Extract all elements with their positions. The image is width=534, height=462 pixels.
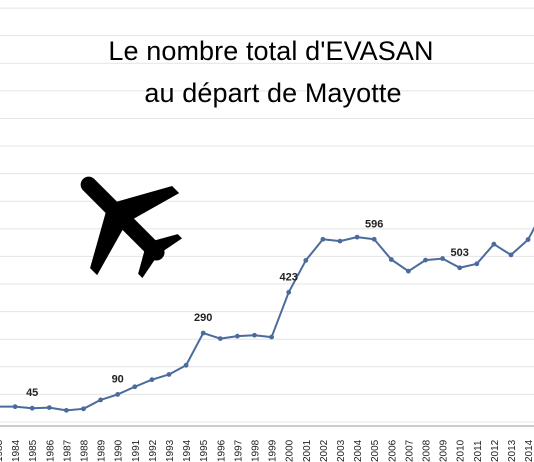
data-point-2004 [354,234,360,240]
x-tick-label-2014: 2014 [524,439,534,462]
data-point-2008 [423,257,428,263]
x-tick-label-1983: 1983 [0,439,5,462]
data-point-1990 [115,392,121,397]
x-tick-label-2005: 2005 [370,439,381,462]
x-tick-label-1991: 1991 [131,439,142,462]
x-tick-label-2010: 2010 [456,439,467,462]
x-tick-label-1986: 1986 [45,439,56,462]
data-point-2009 [440,256,445,261]
x-tick-label-2012: 2012 [490,439,501,462]
data-point-1992 [149,377,155,383]
data-label-2010: 503 [451,247,469,259]
data-points [0,234,531,413]
data-point-1997 [235,333,240,339]
chart-title-line-2: au départ de Mayotte [144,78,402,108]
data-point-2010 [457,265,463,271]
data-point-1989 [98,397,103,403]
x-tick-label-1995: 1995 [199,439,210,462]
x-tick-label-2013: 2013 [507,439,518,462]
data-point-1993 [166,372,172,377]
data-label-2000: 423 [280,271,298,283]
x-tick-label-2006: 2006 [387,439,398,462]
data-point-2012 [491,241,497,247]
data-point-1994 [183,362,189,368]
x-tick-label-1990: 1990 [114,439,125,462]
data-point-2006 [388,257,394,262]
data-point-1998 [252,332,257,338]
data-point-2003 [337,238,343,244]
data-point-1996 [217,336,223,342]
data-point-1985 [29,405,35,411]
x-tick-label-1997: 1997 [233,439,244,462]
airplane-icon [80,176,182,278]
data-point-1984 [12,404,18,410]
data-label-2005: 596 [365,218,383,230]
x-tick-label-1994: 1994 [182,439,193,462]
x-tick-label-2000: 2000 [285,439,296,462]
data-label-1985: 45 [26,387,38,399]
x-tick-label-2002: 2002 [319,439,330,462]
x-tick-label-2009: 2009 [439,439,450,462]
x-tick-label-2011: 2011 [473,440,484,462]
x-tick-label-1988: 1988 [80,439,91,462]
x-tick-label-1985: 1985 [28,439,39,462]
data-point-2011 [474,261,480,267]
data-point-1999 [269,334,274,340]
x-tick-label-1998: 1998 [251,439,262,462]
data-point-2005 [371,236,377,242]
x-tick-label-2004: 2004 [353,439,364,462]
data-point-2014 [525,237,531,242]
data-point-1988 [81,406,86,412]
data-point-2000 [286,289,292,295]
data-labels: 45 90 290 423 596 503 [26,218,469,399]
x-tick-label-1984: 1984 [11,439,22,462]
data-point-2007 [406,268,411,274]
x-tick-label-1989: 1989 [97,439,108,462]
gridlines [0,7,534,427]
x-tick-label-1999: 1999 [268,439,279,462]
x-tick-label-2003: 2003 [336,439,347,462]
data-point-1987 [64,407,69,413]
data-point-2013 [508,252,514,258]
data-point-1995 [200,330,206,336]
data-point-1991 [132,384,138,390]
data-point-2002 [320,236,326,242]
x-tick-label-2008: 2008 [422,439,433,462]
x-tick-label-1993: 1993 [165,439,176,462]
data-point-2001 [303,258,309,263]
chart-title-line-1: Le nombre total d'EVASAN [108,36,434,66]
data-label-1995: 290 [194,312,212,324]
x-tick-label-1996: 1996 [216,439,227,462]
data-label-1990: 90 [112,373,124,385]
x-tick-label-1992: 1992 [148,439,159,462]
x-tick-label-1987: 1987 [62,439,73,462]
x-tick-label-2007: 2007 [404,439,415,462]
x-axis-tick-labels: 1983 1984 1985 1986 1987 1988 1989 1990 1991 1992… [0,439,534,462]
data-point-1986 [46,405,52,410]
x-tick-label-2001: 2001 [302,439,313,462]
